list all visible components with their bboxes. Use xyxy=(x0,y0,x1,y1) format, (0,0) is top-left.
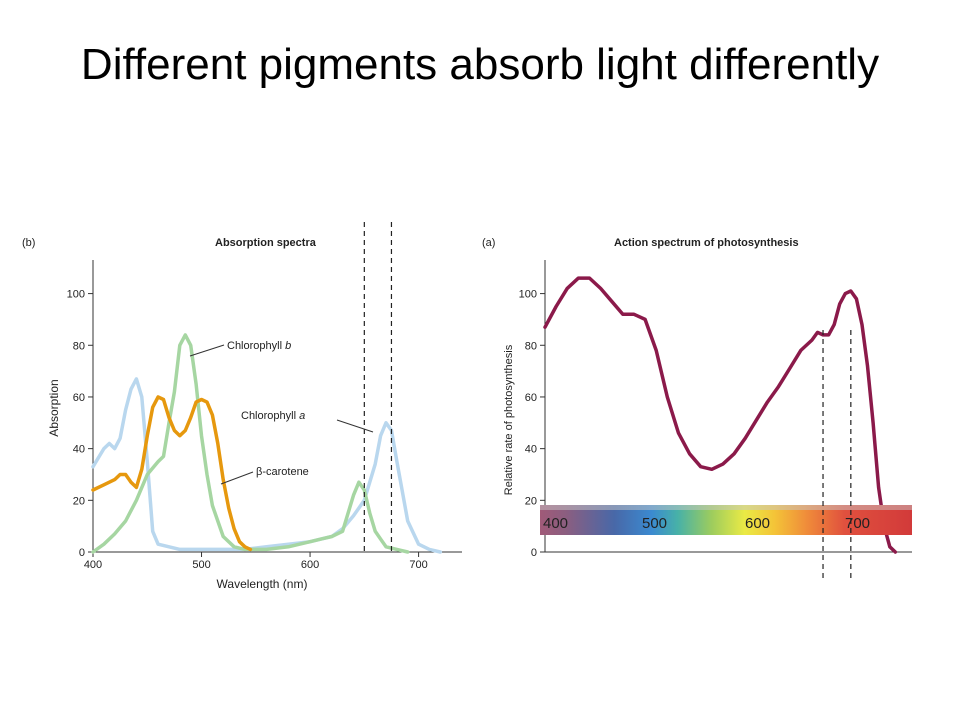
y-tick-label: 20 xyxy=(525,495,537,507)
y-tick-label: 0 xyxy=(79,547,85,559)
annotation-beta-carotene: β-carotene xyxy=(256,466,309,478)
absorption-spectra-chart: (b) Absorption spectra Absorption Wavele… xyxy=(22,222,462,591)
panel-label-a: (a) xyxy=(482,237,495,249)
panel-label-b: (b) xyxy=(22,237,35,249)
y-axis-label-action: Relative rate of photosynthesis xyxy=(503,344,515,495)
x-axis-label-wavelength: Wavelength (nm) xyxy=(217,577,308,591)
x-tick-label: 500 xyxy=(192,559,210,571)
leader-chlorophyll-a xyxy=(336,419,374,433)
leader-beta-carotene xyxy=(220,471,254,485)
slide-title: Different pigments absorb light differen… xyxy=(80,40,880,89)
y-tick-label: 100 xyxy=(67,289,85,301)
chart-title-absorption: Absorption spectra xyxy=(215,237,317,249)
spectrum-label-700: 700 xyxy=(845,515,870,532)
x-tick-label: 600 xyxy=(301,559,319,571)
y-tick-label: 40 xyxy=(525,444,537,456)
leader-chlorophyll-b xyxy=(189,344,225,357)
annotation-chlorophyll-b: Chlorophyll b xyxy=(227,340,291,352)
series-line--carotene xyxy=(91,395,253,552)
action-spectrum-chart: (a) Action spectrum of photosynthesis Re… xyxy=(482,237,912,578)
y-tick-label: 60 xyxy=(525,392,537,404)
annotation-chlorophyll-a: Chlorophyll a xyxy=(241,410,305,422)
series-line-action-spectrum xyxy=(543,276,898,554)
series-line-chlorophyll-b xyxy=(91,333,410,554)
chart-title-action: Action spectrum of photosynthesis xyxy=(614,237,799,249)
visible-spectrum-bar: 400 500 600 700 xyxy=(540,505,912,535)
y-tick-label: 60 xyxy=(73,392,85,404)
y-tick-label: 80 xyxy=(73,340,85,352)
x-tick-label: 700 xyxy=(409,559,427,571)
spectrum-label-400: 400 xyxy=(543,515,568,532)
y-tick-label: 20 xyxy=(73,495,85,507)
y-tick-label: 80 xyxy=(525,340,537,352)
spectrum-label-500: 500 xyxy=(642,515,667,532)
annotation-chlorophyll-b-text: Chlorophyll xyxy=(227,340,285,352)
y-axis-label-absorption: Absorption xyxy=(47,379,61,436)
spectrum-label-600: 600 xyxy=(745,515,770,532)
y-tick-label: 100 xyxy=(519,289,537,301)
y-tick-label: 0 xyxy=(531,547,537,559)
x-tick-label: 400 xyxy=(84,559,102,571)
y-tick-label: 40 xyxy=(73,444,85,456)
